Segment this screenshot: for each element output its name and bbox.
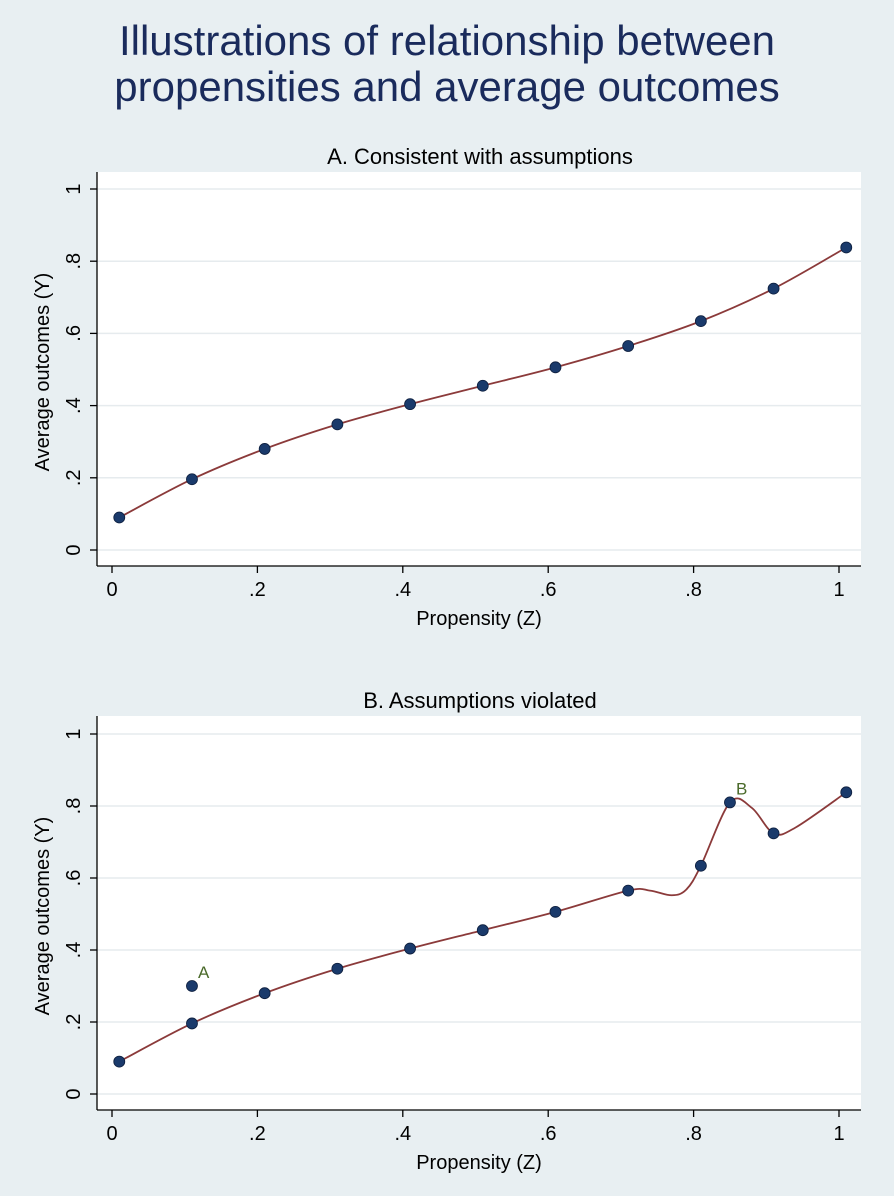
data-point	[767, 827, 780, 840]
data-point	[331, 962, 344, 975]
x-tick-label: .4	[394, 1123, 411, 1145]
annotation-label: B	[736, 779, 747, 798]
data-point	[258, 987, 271, 1000]
y-tick-label: 1	[63, 183, 85, 194]
data-point	[840, 241, 853, 254]
y-tick-label: .6	[63, 325, 85, 342]
y-tick-label: .2	[63, 469, 85, 486]
data-point	[186, 473, 198, 486]
data-point	[694, 859, 707, 872]
data-point	[331, 418, 344, 431]
x-tick-label: .2	[249, 579, 266, 601]
data-point	[549, 361, 562, 374]
y-tick-label: 0	[63, 544, 85, 555]
y-tick-label: .4	[63, 397, 85, 414]
x-tick-label: 0	[106, 1123, 117, 1145]
data-point	[840, 786, 853, 799]
data-point	[767, 282, 780, 295]
plot-area	[97, 172, 861, 566]
fit-line	[118, 791, 847, 1063]
data-point	[476, 924, 489, 937]
x-tick-label: 0	[106, 579, 117, 601]
x-tick-label: .8	[685, 579, 702, 601]
y-tick-label: 1	[63, 728, 85, 739]
data-point	[404, 398, 416, 411]
x-tick-label: .8	[685, 1123, 702, 1145]
y-tick-label: .4	[63, 942, 85, 959]
y-tick-label: .6	[63, 870, 85, 887]
y-axis-title: Average outcomes (Y)	[32, 817, 54, 1016]
plot-area	[97, 716, 861, 1110]
panel-title: A. Consistent with assumptions	[327, 144, 633, 169]
y-tick-label: .8	[63, 253, 85, 270]
x-tick-label: .6	[540, 579, 557, 601]
y-axis-title: Average outcomes (Y)	[32, 273, 54, 472]
x-tick-label: 1	[833, 579, 844, 601]
data-point	[186, 1017, 198, 1030]
chart-title-line-1: Illustrations of relationship between	[118, 17, 776, 64]
chart-title: Illustrations of relationship between pr…	[0, 18, 894, 110]
x-axis-title: Propensity (Z)	[416, 608, 542, 630]
data-point	[549, 905, 562, 918]
data-point	[404, 942, 416, 955]
data-point	[622, 340, 635, 352]
chart-panel-b: 0 .2 .4 .6 .8 1 0 .2 .4 .6 .8 1 Propensity (Z) Averag…	[32, 688, 861, 1174]
x-tick-label: .6	[540, 1123, 557, 1145]
data-point	[476, 379, 489, 392]
data-point	[113, 1055, 126, 1068]
data-point	[258, 443, 271, 455]
panel-title: B. Assumptions violated	[363, 688, 597, 713]
chart-panel-a: 0 .2 .4 .6 .8 1 0 .2 .4 .6 .8 1 Propensity (Z) Averag…	[32, 144, 861, 630]
x-axis-title: Propensity (Z)	[416, 1152, 542, 1174]
data-point	[622, 884, 635, 897]
x-tick-label: 1	[833, 1123, 844, 1145]
annotation-label: A	[198, 963, 210, 982]
data-point	[724, 796, 736, 809]
x-tick-label: .4	[394, 579, 411, 601]
y-tick-label: .8	[63, 798, 85, 815]
data-point	[186, 980, 198, 992]
x-tick-label: .2	[249, 1123, 266, 1145]
chart-title-line-2: propensities and average outcomes	[114, 63, 780, 110]
data-point	[694, 315, 707, 328]
y-tick-label: 0	[63, 1088, 85, 1099]
data-point	[113, 511, 126, 524]
y-tick-label: .2	[63, 1014, 85, 1031]
